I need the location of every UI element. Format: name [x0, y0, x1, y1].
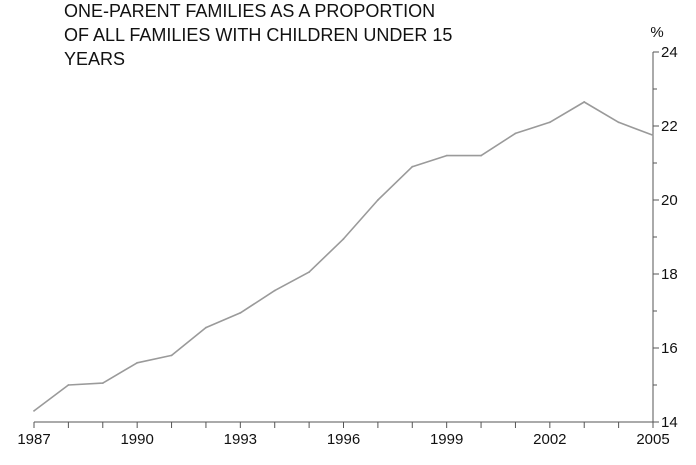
- y-unit-label: %: [650, 24, 663, 41]
- x-tick-label: 1996: [327, 431, 360, 448]
- data-point: [205, 326, 207, 329]
- y-tick-label: 14: [661, 414, 678, 431]
- chart-title-line-1: ONE-PARENT FAMILIES AS A PROPORTION: [64, 1, 435, 21]
- data-point: [239, 311, 242, 314]
- y-tick-label: 20: [661, 192, 678, 209]
- x-ticks: 1987 1990 1993 1996 1999 2002 2005: [17, 422, 670, 448]
- chart-title-line-3: YEARS: [64, 49, 125, 69]
- series-line: [33, 101, 654, 412]
- data-point: [342, 237, 345, 240]
- data-point: [376, 199, 379, 201]
- data-point: [652, 134, 654, 137]
- x-tick-label: 2005: [636, 431, 669, 448]
- data-point: [33, 410, 35, 412]
- y-tick-label: 18: [661, 266, 678, 283]
- data-point: [101, 382, 104, 385]
- x-tick-label: 1993: [224, 431, 257, 448]
- y-tick-label: 24: [661, 44, 678, 61]
- x-tick-label: 1999: [430, 431, 463, 448]
- y-tick-label: 22: [661, 118, 678, 135]
- data-point: [411, 165, 414, 168]
- data-point: [548, 121, 551, 124]
- data-point: [514, 132, 517, 135]
- data-point: [308, 271, 311, 274]
- data-point: [136, 361, 139, 364]
- data-point: [480, 154, 482, 157]
- y-ticks: 14 16 18 20 22 24: [653, 44, 678, 431]
- x-tick-label: 2002: [533, 431, 566, 448]
- data-point: [445, 154, 448, 157]
- data-point: [67, 384, 70, 386]
- x-tick-label: 1987: [17, 431, 50, 448]
- data-point: [617, 121, 620, 124]
- y-tick-label: 16: [661, 340, 678, 357]
- axes: [34, 52, 654, 423]
- chart-title-line-2: OF ALL FAMILIES WITH CHILDREN UNDER 15: [64, 25, 452, 45]
- data-point: [170, 354, 173, 357]
- data-point: [583, 101, 586, 103]
- x-tick-label: 1990: [120, 431, 153, 448]
- data-point: [273, 289, 276, 292]
- series: [33, 101, 654, 412]
